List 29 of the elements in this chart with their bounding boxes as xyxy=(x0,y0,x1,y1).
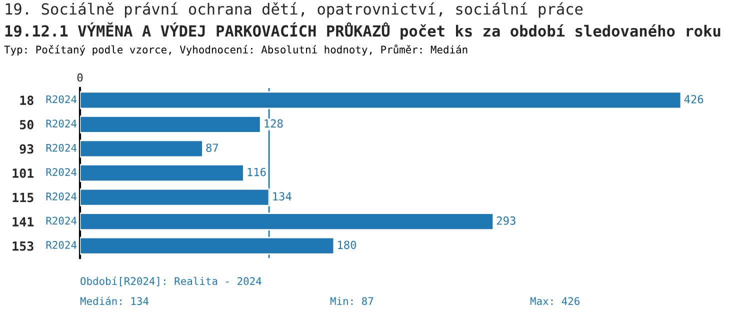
y-tick-label: 141 xyxy=(12,217,34,226)
data-label: 180 xyxy=(338,240,356,250)
text: Medián: 134 xyxy=(80,296,148,306)
y-tick-label: 18 xyxy=(20,96,34,106)
text: R2024 xyxy=(46,216,76,225)
y-tick-label: 153 xyxy=(12,241,34,251)
series-label: R2024 xyxy=(46,95,76,104)
data-label: 116 xyxy=(248,168,266,176)
text: R2024 xyxy=(46,168,76,176)
text: Období[R2024]: Realita - 2024 xyxy=(80,276,262,286)
y-tick-label: 50 xyxy=(20,120,34,130)
y-tick-label: 93 xyxy=(20,144,34,154)
data-label: 134 xyxy=(273,192,292,201)
text: R2024 xyxy=(46,144,76,152)
text: R2024 xyxy=(46,120,76,128)
data-label: 87 xyxy=(206,144,218,152)
data-label: 293 xyxy=(496,216,516,225)
chart-title: 19. Sociálně právní ochrana dětí, opatrovnictví, sociální práce xyxy=(6,2,583,18)
text: R2024 xyxy=(46,192,76,200)
data-label: 128 xyxy=(264,119,283,128)
text: R2024 xyxy=(46,241,76,249)
y-tick-label: 115 xyxy=(12,192,34,202)
text: Typ: Počítaný podle vzorce, Vyhodnocení: Absolutní hodnoty, Průměr: Medián xyxy=(4,44,468,56)
text: 0 xyxy=(77,73,83,82)
y-tick-label: 101 xyxy=(12,168,34,178)
text: Min: 87 xyxy=(330,296,374,306)
chart-subtitle: 19.12.1 VÝMĚNA A VÝDEJ PARKOVACÍCH PRŮKAZŮ počet ks za období sledovaného roku xyxy=(5,22,720,40)
data-label: 426 xyxy=(684,94,704,104)
text: Max: 426 xyxy=(530,297,580,306)
